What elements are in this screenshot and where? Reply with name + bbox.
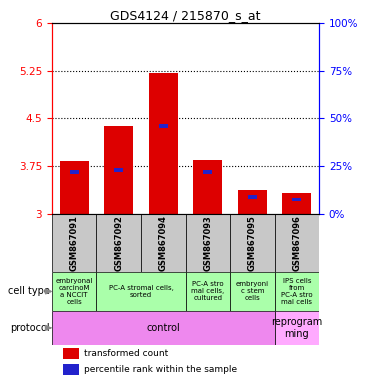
Text: GSM867093: GSM867093 [203, 215, 212, 271]
Bar [141, 214, 186, 272]
Text: IPS cells
from
PC-A stro
mal cells: IPS cells from PC-A stro mal cells [281, 278, 313, 305]
Bar [63, 364, 79, 375]
Bar [114, 169, 123, 172]
Text: transformed count: transformed count [84, 349, 168, 358]
Bar [186, 272, 230, 311]
Bar [63, 348, 79, 359]
Text: cell type: cell type [8, 286, 50, 296]
Bar [230, 272, 275, 311]
Text: percentile rank within the sample: percentile rank within the sample [84, 365, 237, 374]
Text: control: control [147, 323, 180, 333]
Text: GSM867091: GSM867091 [70, 215, 79, 271]
Text: GSM867094: GSM867094 [159, 215, 168, 271]
Bar [275, 311, 319, 345]
Bar [96, 214, 141, 272]
Text: GSM867092: GSM867092 [114, 215, 123, 271]
Text: GSM867095: GSM867095 [248, 215, 257, 271]
Bar [60, 161, 89, 214]
Text: protocol: protocol [10, 323, 50, 333]
Bar [193, 160, 222, 214]
Bar [230, 214, 275, 272]
Text: PC-A stro
mal cells,
cultured: PC-A stro mal cells, cultured [191, 281, 224, 301]
Bar [248, 195, 257, 199]
Bar [159, 124, 168, 128]
Bar [52, 311, 275, 345]
Bar [96, 272, 186, 311]
Bar [275, 214, 319, 272]
Bar [275, 272, 319, 311]
Bar [282, 193, 311, 214]
Text: GSM867096: GSM867096 [292, 215, 301, 271]
Bar [149, 73, 178, 214]
Bar [203, 170, 212, 174]
Bar [292, 198, 301, 202]
Text: reprogram
ming: reprogram ming [271, 317, 322, 339]
Bar [52, 272, 96, 311]
Title: GDS4124 / 215870_s_at: GDS4124 / 215870_s_at [110, 9, 261, 22]
Bar [186, 214, 230, 272]
Bar [52, 214, 96, 272]
Text: embryoni
c stem
cells: embryoni c stem cells [236, 281, 269, 301]
Bar [238, 190, 267, 214]
Bar [104, 126, 133, 214]
Text: PC-A stromal cells,
sorted: PC-A stromal cells, sorted [109, 285, 173, 298]
Bar [70, 170, 79, 174]
Text: embryonal
carcinoM
a NCCIT
cells: embryonal carcinoM a NCCIT cells [56, 278, 93, 305]
